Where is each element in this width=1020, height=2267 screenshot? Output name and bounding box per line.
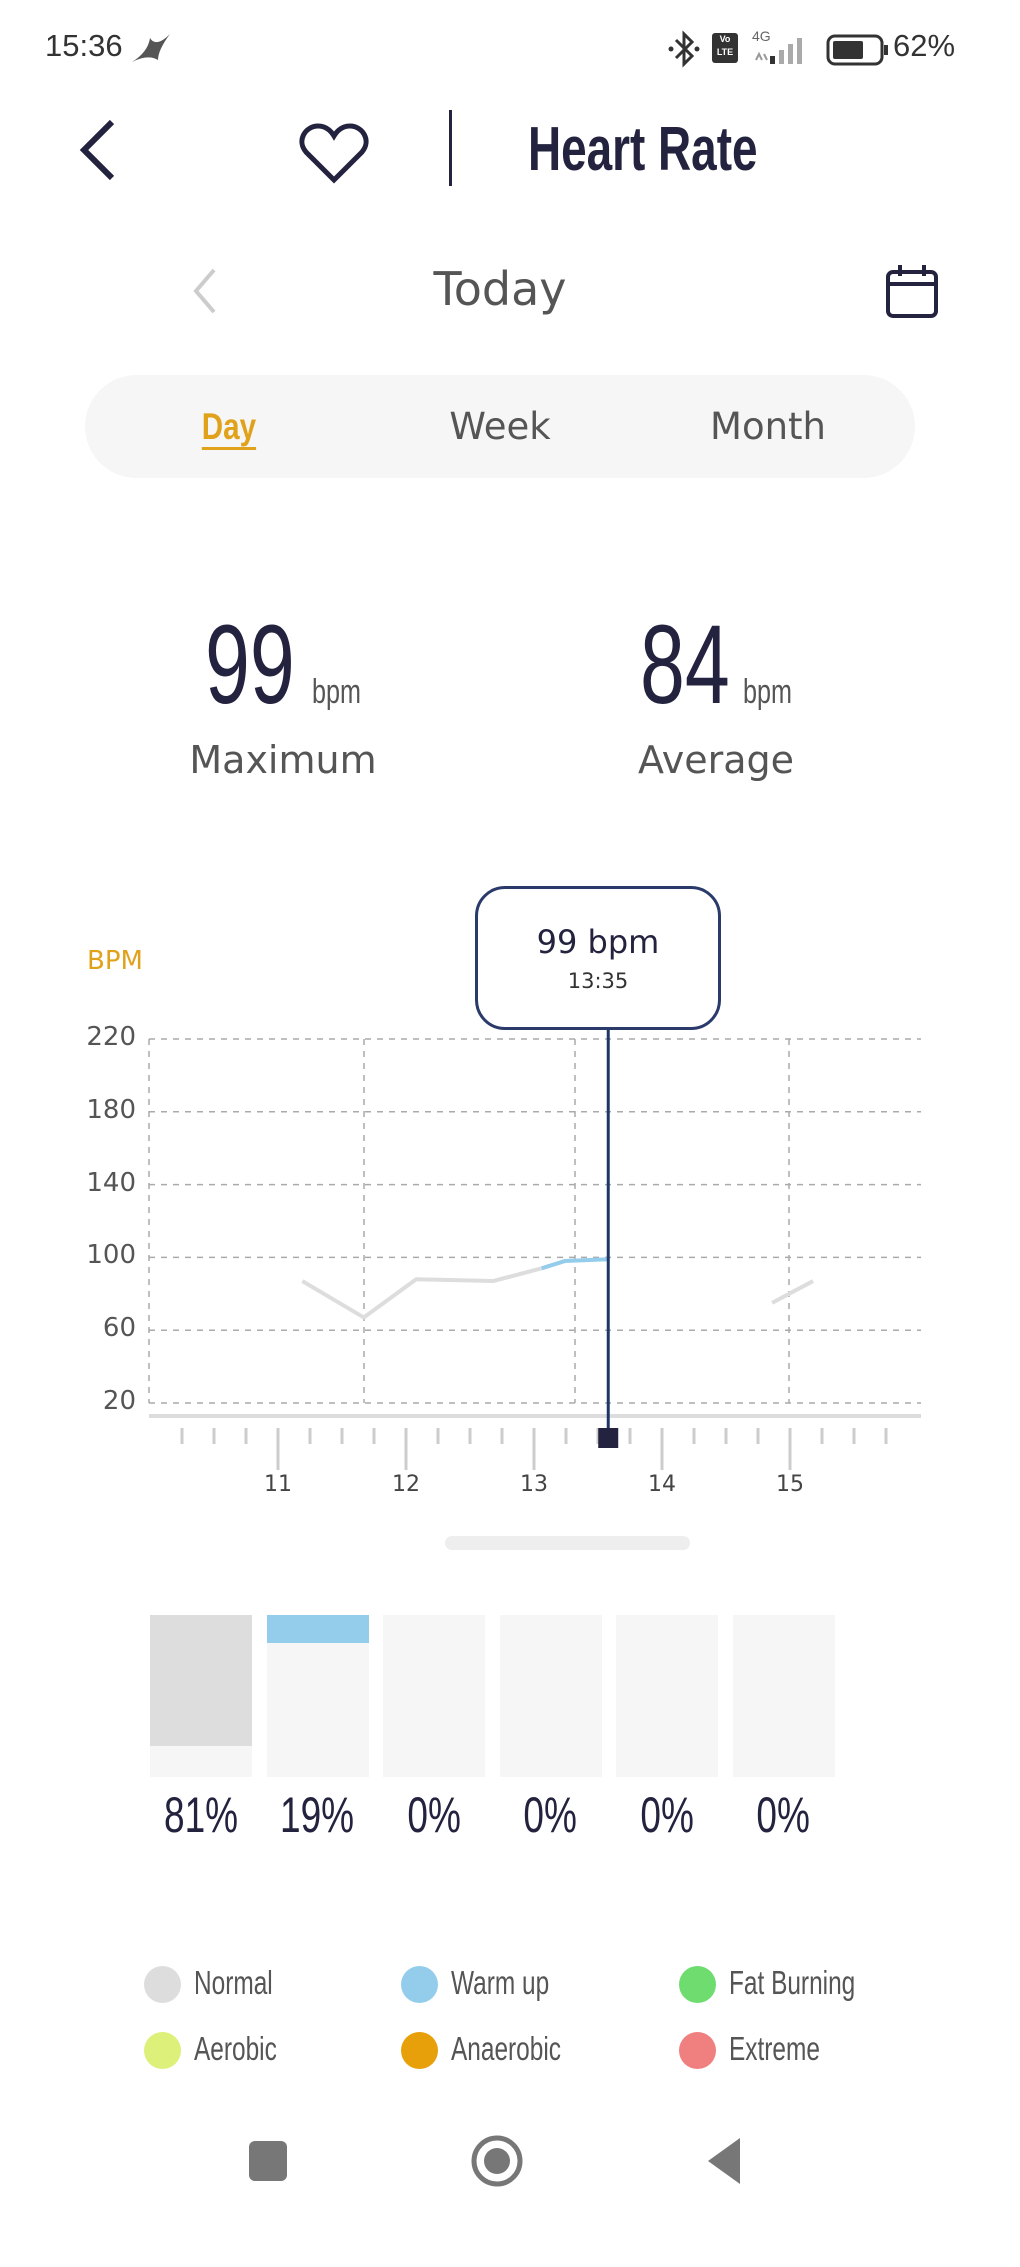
zone-bar-fill (266, 1615, 369, 1644)
series-line-warm-up (541, 1257, 609, 1271)
max-unit: bpm (312, 673, 361, 711)
x-tick-label: 15 (776, 1472, 804, 1497)
calendar-button[interactable] (884, 262, 940, 320)
volte-icon: Vo LTE (712, 33, 738, 63)
y-tick-label: 20 (102, 1386, 136, 1416)
y-tick-label: 100 (86, 1240, 136, 1271)
system-back-button[interactable] (704, 2136, 744, 2186)
date-label: Today (433, 262, 567, 316)
tooltip-time: 13:35 (567, 969, 629, 993)
zone-bar (150, 1615, 252, 1777)
legend-label: Anaerobic (451, 2030, 561, 2067)
legend-label: Warm up (451, 1964, 550, 2001)
zone-bar (499, 1615, 602, 1777)
series-line-normal (771, 1279, 814, 1305)
zone-bar (266, 1615, 369, 1777)
max-label: Maximum (189, 738, 377, 782)
average-unit: bpm (743, 673, 792, 711)
tab-week[interactable]: Week (449, 405, 551, 448)
zone-percent: 0% (407, 1787, 461, 1843)
y-tick-label: 220 (86, 1022, 136, 1052)
y-tick-label: 60 (102, 1313, 136, 1344)
previous-day-button[interactable] (190, 266, 220, 316)
y-axis-title: BPM (87, 946, 143, 976)
battery-percent: 62% (893, 28, 956, 63)
legend-label: Normal (194, 1964, 273, 2001)
home-button[interactable] (470, 2134, 524, 2188)
network-type: 4G (752, 28, 771, 44)
zone-percent: 0% (640, 1787, 694, 1843)
x-tick-label: 12 (392, 1472, 420, 1497)
legend-label: Aerobic (194, 2030, 277, 2067)
legend-dot-icon (401, 2032, 438, 2069)
x-tick-label: 13 (520, 1472, 548, 1497)
page-title: Heart Rate (528, 115, 758, 184)
x-tick-label: 14 (648, 1472, 676, 1497)
average-value: 84 (640, 602, 730, 727)
legend-dot-icon (144, 2032, 181, 2069)
cursor-handle (598, 1428, 619, 1448)
chart-tooltip: 99 bpm 13:35 (475, 886, 721, 1030)
period-toggle: Day Week Month (85, 375, 915, 478)
y-tick-label: 180 (86, 1094, 136, 1125)
battery-icon (826, 34, 888, 66)
app-notification-icon (132, 34, 170, 62)
signal-icon (755, 38, 802, 64)
recents-button[interactable] (249, 2141, 287, 2181)
header-divider (449, 110, 452, 186)
heart-rate-chart[interactable] (0, 860, 1020, 1520)
zone-bar (732, 1615, 835, 1777)
tab-day[interactable]: Day (201, 406, 257, 447)
zone-percent: 0% (523, 1787, 578, 1843)
tooltip-value: 99 bpm (536, 923, 660, 961)
y-tick-label: 140 (86, 1167, 136, 1198)
zone-bar-fill (150, 1615, 252, 1747)
zone-percent: 81% (163, 1787, 239, 1843)
chart-scrollbar[interactable] (445, 1536, 690, 1550)
zone-bar (616, 1615, 718, 1777)
status-time: 15:36 (45, 28, 123, 63)
back-button[interactable] (74, 118, 120, 182)
legend-dot-icon (401, 1966, 438, 2003)
max-value: 99 (205, 602, 295, 727)
legend-dot-icon (679, 2032, 716, 2069)
legend-dot-icon (679, 1966, 716, 2003)
series-line-normal (301, 1266, 543, 1320)
legend-label: Extreme (729, 2030, 820, 2067)
zone-bar (383, 1615, 485, 1777)
x-tick-label: 11 (264, 1472, 292, 1497)
legend-dot-icon (144, 1966, 181, 2003)
legend-label: Fat Burning (729, 1964, 856, 2001)
zone-percent: 19% (280, 1787, 355, 1843)
average-label: Average (637, 738, 795, 782)
bluetooth-icon (668, 30, 700, 68)
zone-percent: 0% (756, 1787, 811, 1843)
heart-icon (299, 123, 369, 184)
tab-month[interactable]: Month (710, 405, 826, 448)
